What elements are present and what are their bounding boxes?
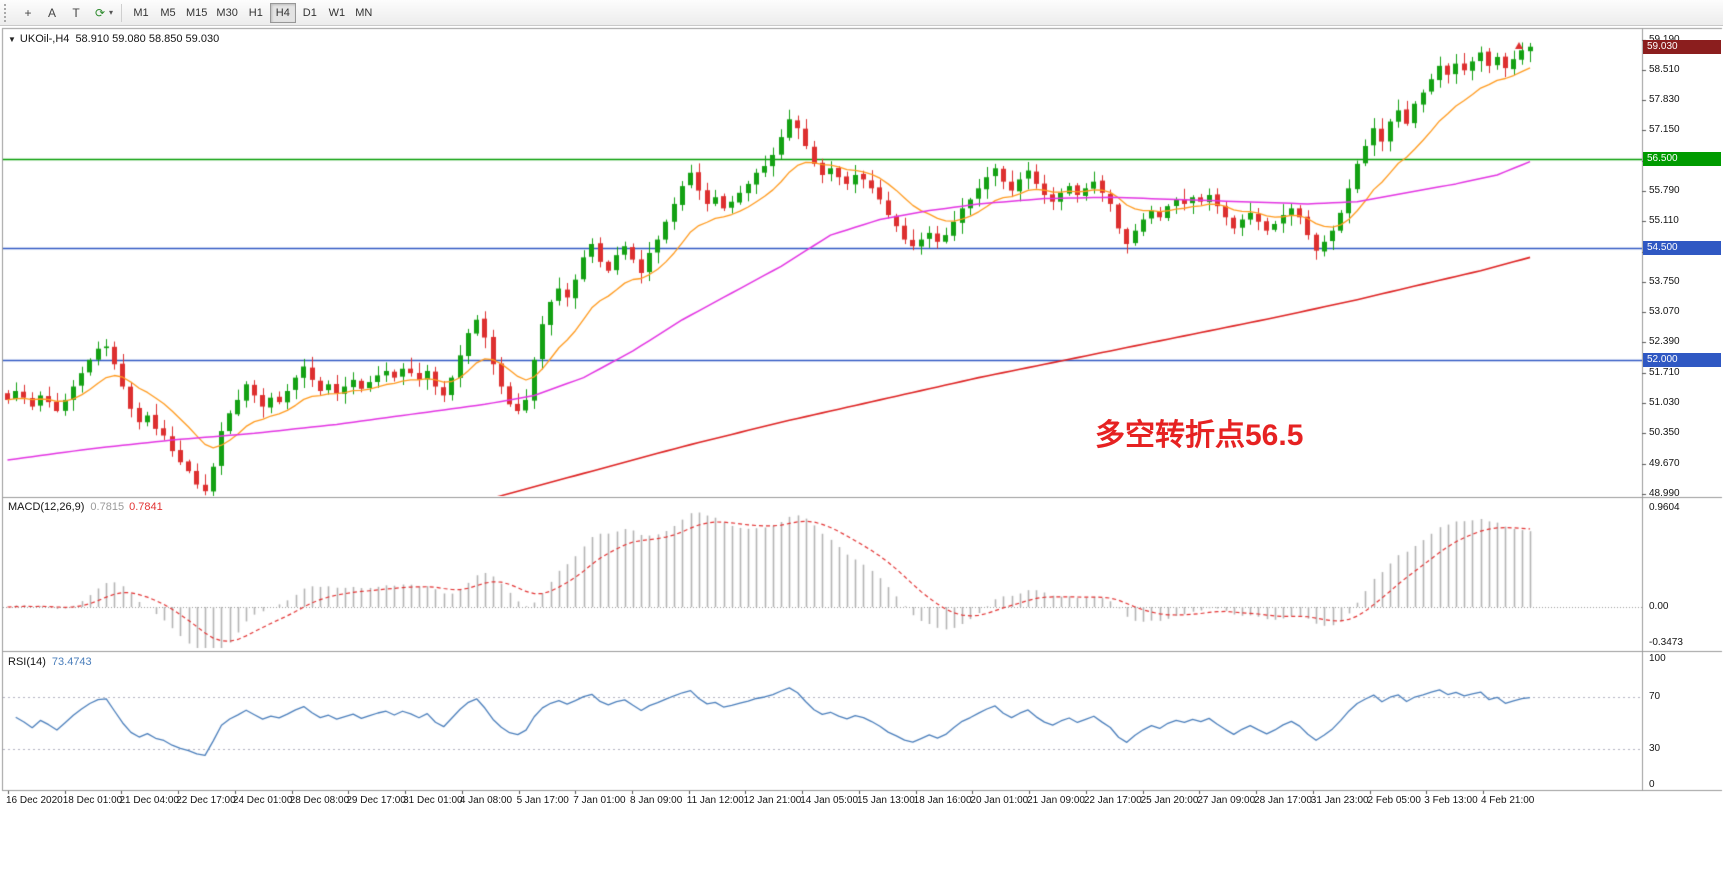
time-axis-label: 5 Jan 17:00 <box>516 795 569 806</box>
time-axis-label: 27 Jan 09:00 <box>1197 795 1256 806</box>
time-axis-label: 18 Jan 16:00 <box>913 795 972 806</box>
macd-label: MACD(12,26,9) 0.7815 0.7841 <box>8 501 163 513</box>
macd-axis-label-max: 0.9604 <box>1649 502 1680 513</box>
price-axis-label: 51.030 <box>1649 397 1680 409</box>
time-axis-label: 25 Jan 20:00 <box>1140 795 1199 806</box>
time-axis-label: 2 Feb 05:00 <box>1367 795 1421 806</box>
rsi-axis-label-30: 30 <box>1649 743 1661 754</box>
rsi-value: 73.4743 <box>51 656 92 668</box>
price-level-tag: 56.500 <box>1643 152 1721 167</box>
price-axis-label: 53.070 <box>1649 306 1680 318</box>
macd-axis-label-zero: 0.00 <box>1649 601 1669 612</box>
time-axis-label: 28 Jan 17:00 <box>1254 795 1312 806</box>
price-axis-label: 53.750 <box>1649 275 1680 287</box>
time-axis-label: 15 Jan 13:00 <box>856 795 915 806</box>
time-axis-label: 4 Jan 08:00 <box>459 795 513 806</box>
price-axis-label: 50.350 <box>1649 427 1680 439</box>
price-axis-label: 48.990 <box>1649 487 1680 499</box>
time-axis-label: 24 Dec 01:00 <box>232 795 293 806</box>
price-axis-label: 51.710 <box>1649 366 1680 378</box>
time-axis-label: 14 Jan 05:00 <box>800 795 859 806</box>
time-axis-label: 28 Dec 08:00 <box>289 795 350 806</box>
macd-signal-value: 0.7841 <box>129 501 163 513</box>
chart-annotation-text: 多空转折点56.5 <box>1095 419 1304 452</box>
time-axis-label: 3 Feb 13:00 <box>1424 795 1478 806</box>
time-axis-label: 11 Jan 12:00 <box>686 795 744 806</box>
time-axis-label: 12 Jan 21:00 <box>743 795 802 806</box>
time-axis-label: 8 Jan 09:00 <box>630 795 683 806</box>
time-axis-label: 29 Dec 17:00 <box>346 795 406 806</box>
time-axis-label: 21 Dec 04:00 <box>119 795 179 806</box>
rsi-name: RSI(14) <box>8 656 46 668</box>
rsi-axis-label-0: 0 <box>1649 779 1655 790</box>
time-axis-label: 7 Jan 01:00 <box>573 795 626 806</box>
price-axis-label: 57.830 <box>1649 94 1680 106</box>
price-axis-label: 55.790 <box>1649 185 1680 196</box>
rsi-axis-label-70: 70 <box>1649 691 1661 702</box>
ohlc-values: 58.910 59.080 58.850 59.030 <box>75 33 220 45</box>
price-axis-label: 49.670 <box>1649 457 1680 469</box>
time-axis-label: 22 Dec 17:00 <box>176 795 236 806</box>
time-axis-label: 31 Dec 01:00 <box>403 795 463 806</box>
collapse-arrow-icon[interactable]: ▼ <box>8 35 16 44</box>
chart-title: ▼ UKOil-,H4 58.910 59.080 58.850 59.030 <box>8 33 219 45</box>
price-axis-label: 55.110 <box>1649 215 1679 227</box>
time-axis-label: 16 Dec 2020 <box>6 795 63 806</box>
time-axis-label: 4 Feb 21:00 <box>1480 795 1535 806</box>
macd-main-value: 0.7815 <box>90 501 125 513</box>
price-level-tag: 54.500 <box>1643 241 1721 256</box>
time-axis-label: 18 Dec 01:00 <box>62 795 123 806</box>
time-axis-label: 20 Jan 01:00 <box>970 795 1029 806</box>
price-axis-label: 52.390 <box>1649 336 1680 348</box>
rsi-axis-label-100: 100 <box>1649 653 1666 664</box>
price-axis-label: 57.150 <box>1649 124 1680 136</box>
symbol-period-label: UKOil-,H4 <box>19 33 70 45</box>
macd-name: MACD(12,26,9) <box>8 501 85 513</box>
price-axis-label: 58.510 <box>1649 63 1680 75</box>
rsi-label: RSI(14) 73.4743 <box>8 656 92 668</box>
time-axis-label: 31 Jan 23:00 <box>1310 795 1369 806</box>
time-axis-label: 21 Jan 09:00 <box>1027 795 1085 806</box>
current-price-tag: 59.030 <box>1643 39 1721 54</box>
time-axis-label: 22 Jan 17:00 <box>1083 795 1142 806</box>
macd-axis-label-min: -0.3473 <box>1649 637 1683 648</box>
price-level-tag: 52.000 <box>1643 352 1721 367</box>
price-axis-label: 59.190 <box>1649 34 1680 45</box>
